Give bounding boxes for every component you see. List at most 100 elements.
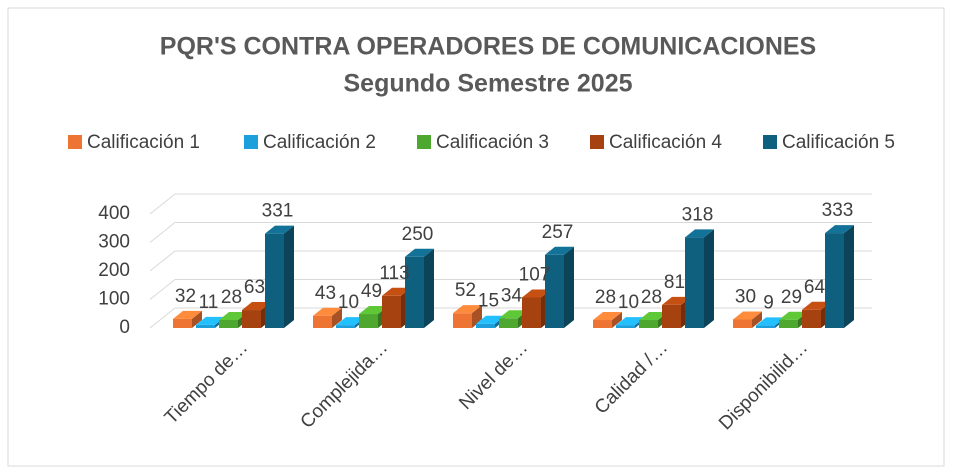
bar-front xyxy=(196,324,215,328)
bar-top xyxy=(639,312,668,321)
bar-front xyxy=(756,325,775,328)
bar-top xyxy=(196,316,225,325)
y-tick-label: 0 xyxy=(119,317,130,338)
bar-front xyxy=(173,318,192,328)
data-label: 257 xyxy=(542,222,574,243)
bar-top xyxy=(522,289,551,298)
bar-front xyxy=(733,319,752,328)
bar-top xyxy=(219,312,248,321)
data-label: 113 xyxy=(379,263,409,284)
bar xyxy=(405,248,434,328)
legend-swatch xyxy=(763,135,777,149)
bar-front xyxy=(359,314,378,328)
bar-front xyxy=(779,319,798,328)
bar-top xyxy=(545,246,574,255)
chart-frame xyxy=(7,7,945,467)
bar-side xyxy=(192,310,202,328)
bar xyxy=(825,225,854,328)
bar-side xyxy=(612,312,622,328)
grid-line xyxy=(149,279,872,300)
bar-top xyxy=(616,317,645,326)
bar-top xyxy=(313,307,342,316)
data-label: 9 xyxy=(763,292,774,313)
bar-top xyxy=(173,310,202,319)
bar-front xyxy=(476,323,495,328)
data-label: 30 xyxy=(735,286,756,307)
data-label: 331 xyxy=(262,201,294,222)
grid-line xyxy=(149,193,872,215)
bar-front xyxy=(219,320,238,328)
grid-line xyxy=(149,307,872,329)
legend-label: Calificación 5 xyxy=(782,132,895,153)
bar-front xyxy=(616,325,635,328)
bar-side xyxy=(752,311,762,328)
bar-top xyxy=(265,225,294,234)
data-label: 250 xyxy=(402,224,434,245)
data-label: 63 xyxy=(244,277,265,298)
bar-front xyxy=(545,254,564,328)
bar-side xyxy=(472,305,482,328)
bar-side xyxy=(564,246,574,328)
bar-top xyxy=(336,317,365,326)
legend-label: Calificación 4 xyxy=(609,132,722,153)
bar-side xyxy=(284,225,294,328)
legend-label: Calificación 3 xyxy=(436,132,549,153)
chart-subtitle: Segundo Semestre 2025 xyxy=(343,70,632,98)
data-label: 28 xyxy=(221,287,242,308)
bar-top xyxy=(733,311,762,320)
bar-top xyxy=(382,287,411,296)
bar xyxy=(453,305,482,328)
legend-swatch xyxy=(590,135,604,149)
bar-top xyxy=(453,305,482,314)
legend-label: Calificación 2 xyxy=(263,132,376,153)
bar-top xyxy=(499,310,528,319)
chart-title: PQR'S CONTRA OPERADORES DE COMUNICACIONE… xyxy=(160,33,816,61)
bar-front xyxy=(825,233,844,328)
grid-line xyxy=(149,250,872,272)
bar xyxy=(593,312,622,328)
data-label: 49 xyxy=(361,281,382,302)
data-label: 81 xyxy=(664,272,685,293)
data-label: 10 xyxy=(618,292,639,313)
bar-front xyxy=(336,325,355,328)
bar-top xyxy=(779,311,808,320)
data-label: 52 xyxy=(455,280,476,301)
bar-front xyxy=(639,320,658,328)
data-label: 28 xyxy=(595,287,616,308)
bar-top xyxy=(476,315,505,324)
data-label: 34 xyxy=(501,285,523,306)
bar-front xyxy=(265,233,284,328)
bar-side xyxy=(704,229,714,328)
y-tick-label: 100 xyxy=(98,289,130,310)
y-tick-label: 300 xyxy=(98,232,130,253)
bar-front xyxy=(313,315,332,328)
bar-front xyxy=(522,297,541,328)
legend-swatch xyxy=(68,135,82,149)
bar-front xyxy=(593,320,612,328)
bar-side xyxy=(332,307,342,328)
bar-front xyxy=(242,310,261,328)
y-tick-label: 200 xyxy=(98,260,130,281)
bar xyxy=(733,311,762,328)
bar-top xyxy=(359,306,388,315)
bar-front xyxy=(453,313,472,328)
data-label: 318 xyxy=(682,204,714,225)
data-label: 64 xyxy=(804,277,826,298)
bar-top xyxy=(405,248,434,257)
data-label: 32 xyxy=(175,286,196,307)
bar-top xyxy=(802,301,831,310)
bar xyxy=(685,229,714,328)
bar-top xyxy=(825,225,854,234)
legend-label: Calificación 1 xyxy=(87,132,200,153)
bar-front xyxy=(662,304,681,328)
bar xyxy=(173,310,202,328)
bar-top xyxy=(662,296,691,305)
bar xyxy=(545,246,574,328)
bar-front xyxy=(499,318,518,328)
data-label: 28 xyxy=(641,287,662,308)
data-label: 29 xyxy=(781,287,802,308)
y-tick-label: 400 xyxy=(98,203,130,224)
data-label: 333 xyxy=(822,200,854,221)
bar-front xyxy=(405,256,424,328)
data-label: 11 xyxy=(199,292,219,313)
